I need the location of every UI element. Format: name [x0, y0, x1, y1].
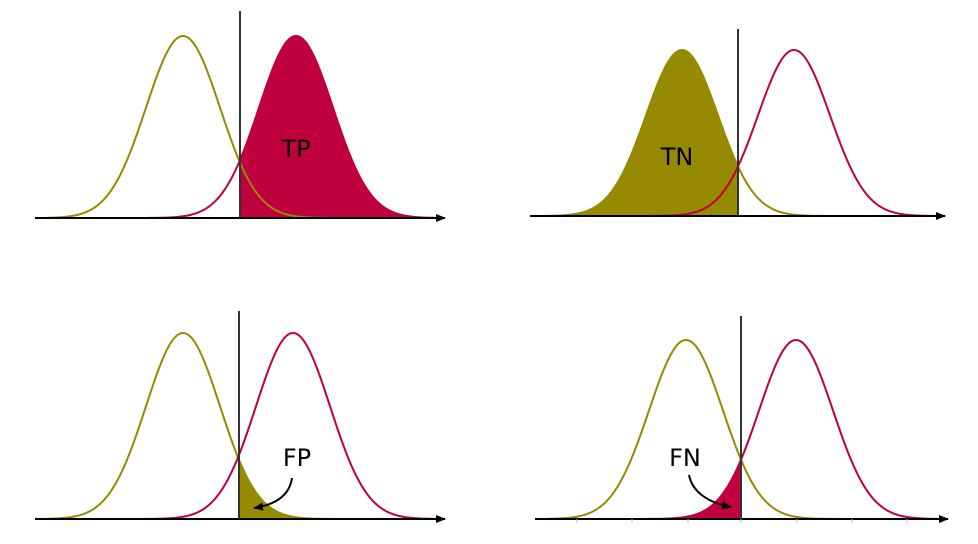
- panel-label: TP: [280, 135, 310, 163]
- tp-shaded-area: [240, 36, 435, 218]
- panel-label: FN: [669, 444, 701, 472]
- negative-curve: [546, 338, 938, 520]
- panel-fp: FP: [35, 311, 446, 523]
- panel-label: TN: [660, 143, 694, 171]
- fn-shaded-area: [547, 459, 741, 519]
- panel-tn: TN: [530, 29, 946, 220]
- panel-fn: FN: [535, 316, 949, 523]
- fp-shaded-area: [239, 459, 435, 519]
- positive-curve: [547, 338, 939, 520]
- panel-tp: TP: [35, 11, 446, 222]
- pointer-arrow: [688, 474, 732, 510]
- pointer-arrow: [253, 477, 293, 511]
- panel-label: FP: [283, 444, 311, 472]
